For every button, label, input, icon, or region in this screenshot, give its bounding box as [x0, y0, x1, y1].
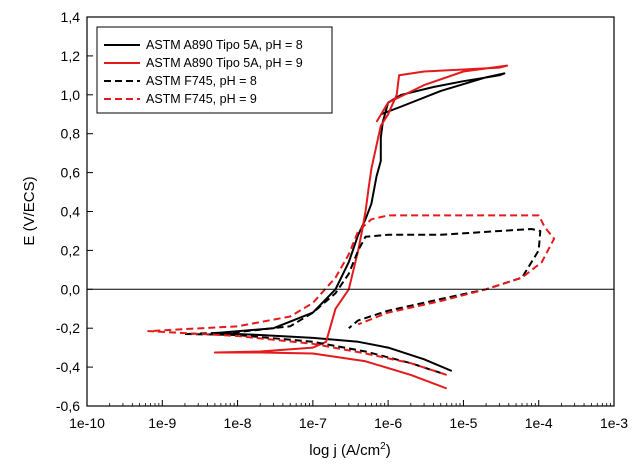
x-tick-label: 1e-6 [374, 415, 402, 431]
x-tick-label: 1e-10 [69, 415, 105, 431]
y-tick-label: 0,8 [61, 126, 81, 142]
x-tick-label: 1e-3 [600, 415, 628, 431]
legend-box [96, 26, 333, 114]
y-tick-label: -0,2 [56, 320, 80, 336]
y-tick-label: 1,0 [61, 87, 81, 103]
x-tick-label: 1e-9 [148, 415, 176, 431]
y-tick-label: 1,2 [61, 48, 81, 64]
y-tick-label: -0,6 [56, 398, 80, 414]
x-tick-label: 1e-8 [224, 415, 252, 431]
series-line-4 [147, 214, 556, 376]
y-tick-label: 0,4 [61, 204, 81, 220]
y-tick-label: 0,2 [61, 242, 81, 258]
legend-label-4: ASTM F745, pH = 9 [146, 92, 257, 106]
legend-label-1: ASTM A890 Tipo 5A, pH = 8 [146, 38, 303, 52]
series-line-1 [213, 72, 506, 372]
y-tick-label: 0,0 [61, 281, 81, 297]
x-tick-label: 1e-4 [525, 415, 553, 431]
y-tick-label: 1,4 [61, 9, 81, 25]
x-axis: 1e-10 1e-9 1e-8 1e-7 1e-6 1e-5 1e-4 1e-3 [69, 400, 628, 431]
legend-label-3: ASTM F745, pH = 8 [146, 74, 257, 88]
y-axis: -0,6 -0,4 -0,2 0,0 0,2 0,4 0,6 0,8 1,0 1,2 1,4 [56, 9, 93, 414]
y-axis-title: E (V/ECS) [21, 176, 38, 245]
series-layer [147, 64, 556, 390]
legend-label-2: ASTM A890 Tipo 5A, pH = 9 [146, 56, 303, 70]
x-tick-label: 1e-5 [449, 415, 477, 431]
x-axis-title-superscript: 2 [380, 441, 386, 452]
x-axis-title-end: ) [386, 442, 391, 459]
y-tick-label: -0,4 [56, 359, 80, 375]
x-tick-label: 1e-7 [299, 415, 327, 431]
y-tick-label: 0,6 [61, 165, 81, 181]
x-axis-title: log j (A/cm2) [309, 441, 390, 459]
series-line-2 [213, 64, 509, 390]
legend: ASTM A890 Tipo 5A, pH = 8 ASTM A890 Tipo … [96, 26, 333, 114]
